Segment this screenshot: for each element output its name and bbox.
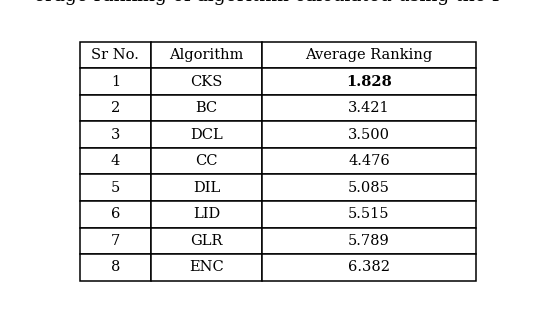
Text: 2: 2 — [111, 101, 120, 115]
Bar — [262, 175, 476, 201]
Text: Algorithm: Algorithm — [169, 48, 244, 62]
Bar — [151, 68, 262, 95]
Text: 3.421: 3.421 — [348, 101, 390, 115]
Text: 5: 5 — [111, 181, 120, 195]
Text: DCL: DCL — [190, 128, 223, 142]
Bar — [151, 95, 262, 121]
Bar — [80, 95, 151, 121]
Text: 3: 3 — [111, 128, 120, 142]
Text: Sr No.: Sr No. — [91, 48, 139, 62]
Text: CC: CC — [195, 154, 218, 168]
Bar — [262, 95, 476, 121]
Bar — [151, 201, 262, 227]
Bar — [262, 254, 476, 280]
Text: ENC: ENC — [189, 260, 224, 274]
Text: BC: BC — [195, 101, 217, 115]
Bar — [262, 68, 476, 95]
Text: 5.085: 5.085 — [348, 181, 390, 195]
Text: LID: LID — [193, 207, 220, 221]
Text: 3.500: 3.500 — [348, 128, 390, 142]
Text: 7: 7 — [111, 234, 120, 248]
Bar — [151, 42, 262, 68]
Bar — [262, 227, 476, 254]
Bar — [80, 227, 151, 254]
Text: 8: 8 — [111, 260, 120, 274]
Bar — [151, 148, 262, 175]
Bar — [262, 201, 476, 227]
Text: 1: 1 — [111, 75, 120, 89]
Bar — [80, 68, 151, 95]
Text: Average Ranking: Average Ranking — [305, 48, 433, 62]
Text: 4.476: 4.476 — [348, 154, 390, 168]
Bar — [80, 201, 151, 227]
Bar — [262, 121, 476, 148]
Bar — [262, 148, 476, 175]
Text: 1.828: 1.828 — [346, 75, 392, 89]
Text: erage ranking of algorithm calculated using the F: erage ranking of algorithm calculated us… — [33, 0, 505, 5]
Bar — [80, 121, 151, 148]
Bar — [151, 121, 262, 148]
Bar — [80, 175, 151, 201]
Bar — [80, 42, 151, 68]
Bar — [151, 175, 262, 201]
Bar — [80, 148, 151, 175]
Text: DIL: DIL — [193, 181, 220, 195]
Bar — [151, 254, 262, 280]
Text: CKS: CKS — [190, 75, 223, 89]
Bar — [80, 254, 151, 280]
Text: 6: 6 — [111, 207, 120, 221]
Text: 6.382: 6.382 — [348, 260, 390, 274]
Text: 4: 4 — [111, 154, 120, 168]
Bar — [151, 227, 262, 254]
Text: 5.789: 5.789 — [348, 234, 390, 248]
Bar — [262, 42, 476, 68]
Text: GLR: GLR — [190, 234, 223, 248]
Text: 5.515: 5.515 — [348, 207, 390, 221]
